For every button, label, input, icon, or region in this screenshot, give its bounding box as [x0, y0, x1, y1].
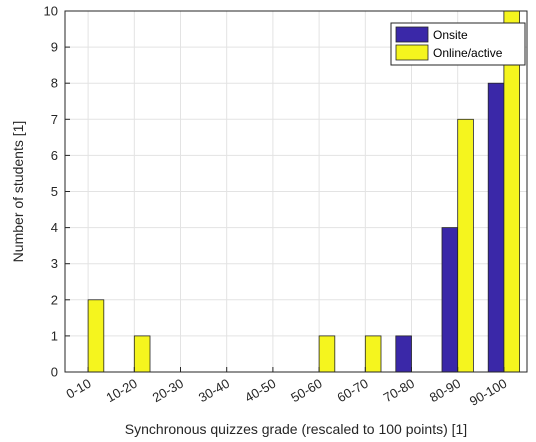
y-tick-label: 4 [51, 220, 58, 235]
y-tick-label: 3 [51, 256, 58, 271]
y-tick-label: 5 [51, 184, 58, 199]
y-tick-label: 8 [51, 76, 58, 91]
bar-onsite [487, 82, 505, 373]
x-axis: 0-10 10-20 20-30 30-40 40-50 50-60 60-70 70-80 8… [64, 367, 510, 409]
x-tick-label: 90-100 [467, 376, 510, 409]
legend-swatch-online-active [395, 44, 429, 61]
x-tick-label: 0-10 [64, 376, 94, 402]
legend-label-online-active: Online/active [433, 46, 503, 60]
x-tick-label: 40-50 [242, 376, 278, 406]
legend-swatch-onsite [395, 26, 429, 43]
bar-online-active [133, 335, 151, 373]
y-axis: 0 1 2 3 4 5 6 7 8 9 10 [44, 4, 70, 380]
y-axis-label: Number of students [1] [10, 121, 26, 263]
y-tick-label: 9 [51, 40, 58, 55]
bar-online-active [457, 118, 474, 373]
x-tick-label: 50-60 [288, 376, 324, 406]
legend: Onsite Online/active [390, 22, 526, 66]
y-tick-label: 2 [51, 292, 58, 307]
x-axis-label: Synchronous quizzes grade (rescaled to 1… [125, 421, 467, 437]
x-tick-label: 10-20 [104, 376, 140, 406]
legend-label-onsite: Onsite [433, 28, 468, 42]
bar-onsite [441, 227, 459, 373]
y-tick-label: 7 [51, 112, 58, 127]
x-tick-label: 70-80 [381, 376, 417, 406]
x-tick-label: 60-70 [335, 376, 371, 406]
bar-onsite [395, 335, 412, 373]
y-tick-label: 10 [44, 4, 58, 19]
y-tick-label: 6 [51, 148, 58, 163]
bar-online-active [87, 299, 105, 373]
bar-online-active [364, 335, 382, 373]
y-tick-label: 0 [51, 365, 58, 380]
x-tick-label: 80-90 [427, 376, 463, 406]
x-tick-label: 30-40 [196, 376, 232, 406]
bar-online-active [318, 335, 336, 373]
x-tick-label: 20-30 [150, 376, 186, 406]
y-tick-label: 1 [51, 328, 58, 343]
